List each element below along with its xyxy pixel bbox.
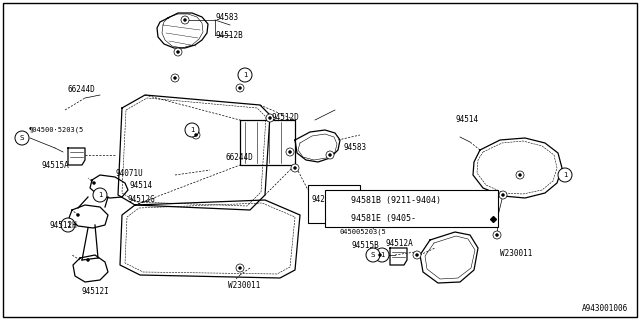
Text: 045005203(5: 045005203(5 <box>340 229 387 235</box>
Text: 94512D: 94512D <box>272 114 300 123</box>
Circle shape <box>413 251 421 259</box>
Circle shape <box>15 131 29 145</box>
Text: 66244D: 66244D <box>225 154 253 163</box>
Text: 94512C: 94512C <box>348 213 376 222</box>
Circle shape <box>238 68 252 82</box>
Circle shape <box>366 248 380 262</box>
Text: 94282C: 94282C <box>312 196 340 204</box>
Circle shape <box>289 150 291 154</box>
Circle shape <box>516 171 524 179</box>
Circle shape <box>239 267 241 269</box>
Circle shape <box>330 194 342 205</box>
Text: 94512I: 94512I <box>82 287 109 297</box>
Circle shape <box>294 166 296 170</box>
Circle shape <box>173 76 177 79</box>
Circle shape <box>177 51 179 53</box>
Circle shape <box>376 251 384 259</box>
Text: 94514: 94514 <box>456 116 479 124</box>
Circle shape <box>328 154 332 156</box>
Circle shape <box>181 16 189 24</box>
Text: 94512G: 94512G <box>128 196 156 204</box>
Text: 94515B: 94515B <box>352 242 380 251</box>
Text: 94512A: 94512A <box>385 238 413 247</box>
Circle shape <box>326 151 334 159</box>
Circle shape <box>493 231 501 239</box>
Circle shape <box>330 212 342 224</box>
Circle shape <box>499 191 507 199</box>
Circle shape <box>192 131 200 139</box>
Text: 1: 1 <box>66 222 70 228</box>
Circle shape <box>356 194 360 196</box>
Circle shape <box>378 253 381 257</box>
Circle shape <box>93 181 95 185</box>
Circle shape <box>269 116 271 119</box>
Text: 94583: 94583 <box>344 143 367 153</box>
Circle shape <box>415 253 419 257</box>
Circle shape <box>93 188 107 202</box>
Circle shape <box>354 191 362 199</box>
Circle shape <box>174 48 182 56</box>
Circle shape <box>171 74 179 82</box>
Text: 94581B (9211-9404): 94581B (9211-9404) <box>351 196 441 205</box>
Circle shape <box>184 19 186 21</box>
Text: 94514: 94514 <box>130 180 153 189</box>
Text: W230011: W230011 <box>500 249 532 258</box>
Text: 94512B: 94512B <box>215 30 243 39</box>
Circle shape <box>286 148 294 156</box>
Text: ¶04500·5203(5: ¶04500·5203(5 <box>29 127 84 133</box>
Text: 1: 1 <box>98 192 102 198</box>
Text: 1: 1 <box>334 215 338 220</box>
Text: 94583: 94583 <box>215 13 238 22</box>
Circle shape <box>77 213 79 217</box>
Text: 66244D: 66244D <box>67 85 95 94</box>
Circle shape <box>291 164 299 172</box>
Circle shape <box>86 259 90 261</box>
Text: 94581E (9405-: 94581E (9405- <box>351 214 416 223</box>
Text: A943001006: A943001006 <box>582 304 628 313</box>
Circle shape <box>266 114 274 122</box>
Text: 94512H: 94512H <box>50 220 77 229</box>
Text: 94515A: 94515A <box>42 161 70 170</box>
Text: 1: 1 <box>243 72 247 78</box>
Circle shape <box>558 168 572 182</box>
Circle shape <box>518 173 522 177</box>
Circle shape <box>236 84 244 92</box>
Circle shape <box>375 248 389 262</box>
Circle shape <box>185 123 199 137</box>
Text: S: S <box>20 135 24 141</box>
Text: 1: 1 <box>189 127 195 133</box>
Text: 94071U: 94071U <box>115 169 143 178</box>
Circle shape <box>61 218 75 232</box>
Text: 1: 1 <box>563 172 567 178</box>
Text: 1: 1 <box>380 252 384 258</box>
Text: S: S <box>371 252 375 258</box>
Bar <box>325 190 498 227</box>
Circle shape <box>239 86 241 90</box>
Circle shape <box>236 264 244 272</box>
Circle shape <box>502 194 504 196</box>
Text: 1: 1 <box>334 197 338 202</box>
Text: W230011: W230011 <box>228 281 260 290</box>
Circle shape <box>495 234 499 236</box>
Bar <box>308 185 360 223</box>
Circle shape <box>195 133 198 137</box>
